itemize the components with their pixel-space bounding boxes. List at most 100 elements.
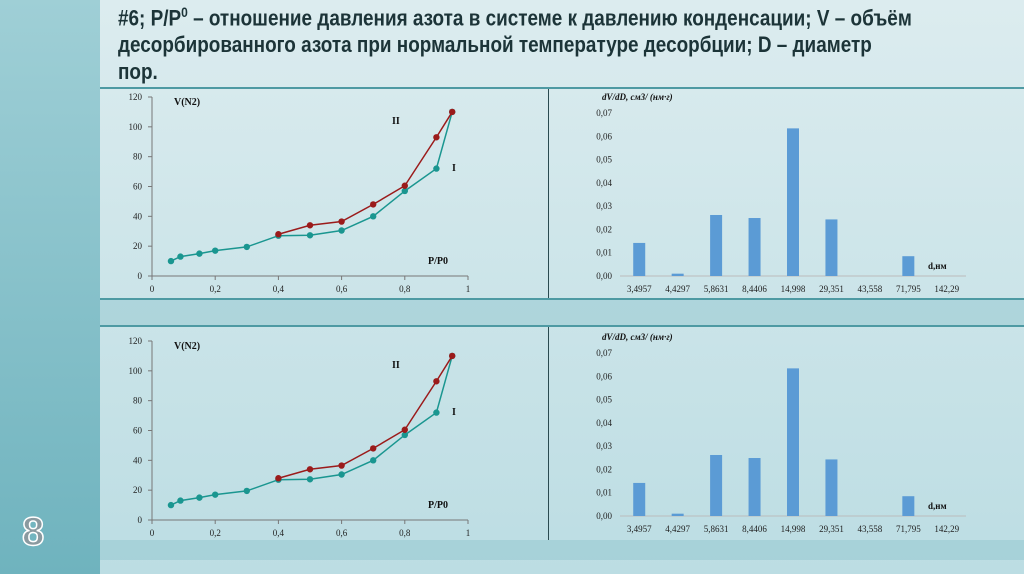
x-tick-label: 0,6	[336, 284, 348, 294]
x-tick-label: 0,2	[210, 284, 221, 294]
bar	[825, 219, 838, 276]
y-axis-label: dV/dD, см3/ (нм·г)	[602, 332, 673, 342]
series-II-label: II	[392, 116, 400, 127]
side-band	[0, 0, 100, 574]
series-I-point	[196, 250, 203, 257]
series-II-point	[306, 222, 314, 229]
x-tick-label: 14,998	[781, 524, 806, 534]
series-II-point	[275, 475, 282, 482]
series-I-point	[338, 227, 345, 234]
column-divider	[548, 89, 549, 298]
x-tick-label: 1	[466, 528, 471, 538]
x-tick-label: 29,351	[819, 284, 844, 294]
series-I-point	[212, 247, 219, 254]
x-tick-label: 4,4297	[665, 524, 690, 534]
bar	[671, 513, 684, 516]
series-II-point	[370, 201, 377, 208]
series-I-point	[212, 491, 219, 498]
series-I-line	[170, 355, 453, 506]
bar	[710, 454, 723, 516]
series-I-point	[167, 501, 175, 509]
series-II-point	[449, 108, 456, 116]
y-axis-label: dV/dD, см3/ (нм·г)	[602, 92, 673, 102]
table-top-border	[100, 87, 1024, 89]
series-I-point	[177, 497, 184, 504]
x-axis-label: d,нм	[928, 501, 947, 511]
x-tick-label: 8,4406	[742, 524, 767, 534]
y-tick-label: 0,03	[596, 441, 612, 451]
caption-text: #6; P/P	[118, 5, 182, 31]
series-II-point	[433, 378, 440, 385]
series-I-point	[196, 494, 203, 501]
bar	[787, 128, 799, 276]
y-tick-label: 0,00	[596, 271, 612, 281]
x-tick-label: 71,795	[896, 284, 921, 294]
x-axis-label: P/P0	[428, 500, 448, 511]
x-axis-label: d,нм	[928, 261, 947, 271]
series-II-point	[433, 134, 440, 141]
x-tick-label: 0	[150, 528, 155, 538]
series-II-point	[275, 231, 282, 238]
y-tick-label: 0,06	[596, 131, 612, 141]
caption-line-1: #6; P/P0 – отношение давления азота в си…	[118, 0, 1012, 31]
table-bottom-band	[100, 540, 1024, 560]
y-tick-label: 0,02	[596, 464, 612, 474]
table-divider	[100, 325, 1024, 327]
series-II-point	[449, 352, 456, 360]
series-I-point	[243, 487, 250, 495]
series-I-point	[401, 431, 408, 439]
y-tick-label: 0	[138, 515, 143, 525]
table-row-gap	[100, 300, 1024, 325]
x-tick-label: 29,351	[819, 524, 844, 534]
y-tick-label: 0	[138, 271, 143, 281]
bar	[825, 459, 838, 516]
x-tick-label: 0	[150, 284, 155, 294]
y-tick-label: 0,01	[596, 248, 612, 258]
y-axis-label: V(N2)	[174, 97, 200, 108]
x-tick-label: 142,29	[934, 284, 959, 294]
series-I-point	[338, 471, 345, 478]
series-II-point	[338, 218, 345, 225]
y-tick-label: 120	[129, 336, 143, 346]
bar	[787, 368, 799, 516]
bar	[671, 273, 684, 276]
caption-line-3: пор.	[118, 59, 158, 85]
column-divider	[548, 327, 549, 540]
bar	[710, 214, 723, 276]
y-tick-label: 0,01	[596, 488, 612, 498]
x-tick-label: 43,558	[858, 524, 883, 534]
y-tick-label: 60	[133, 426, 143, 436]
y-tick-label: 0,07	[596, 348, 612, 358]
x-tick-label: 142,29	[934, 524, 959, 534]
series-II-label: II	[392, 360, 400, 371]
bar	[902, 256, 915, 276]
bar	[748, 218, 761, 276]
y-tick-label: 40	[133, 211, 143, 221]
y-tick-label: 0,05	[596, 155, 612, 165]
caption-superscript: 0	[181, 4, 188, 20]
page-number: 8	[21, 509, 45, 555]
x-tick-label: 5,8631	[704, 524, 729, 534]
x-tick-label: 1	[466, 284, 471, 294]
y-tick-label: 20	[133, 485, 143, 495]
series-I-label: I	[452, 163, 456, 174]
y-tick-label: 0,02	[596, 224, 612, 234]
series-I-point	[433, 409, 440, 416]
y-tick-label: 80	[133, 152, 143, 162]
bar	[748, 458, 761, 516]
series-II-point	[306, 466, 314, 473]
y-tick-label: 0,05	[596, 395, 612, 405]
x-tick-label: 14,998	[781, 284, 806, 294]
x-tick-label: 4,4297	[665, 284, 690, 294]
x-tick-label: 71,795	[896, 524, 921, 534]
y-tick-label: 100	[129, 122, 143, 132]
series-II-line	[278, 355, 453, 479]
x-tick-label: 0,2	[210, 528, 221, 538]
y-tick-label: 20	[133, 241, 143, 251]
x-tick-label: 0,4	[273, 528, 285, 538]
series-II-point	[401, 182, 408, 189]
caption-text: – отношение давления азота в системе к д…	[187, 5, 912, 31]
y-tick-label: 80	[133, 396, 143, 406]
y-tick-label: 0,00	[596, 511, 612, 521]
